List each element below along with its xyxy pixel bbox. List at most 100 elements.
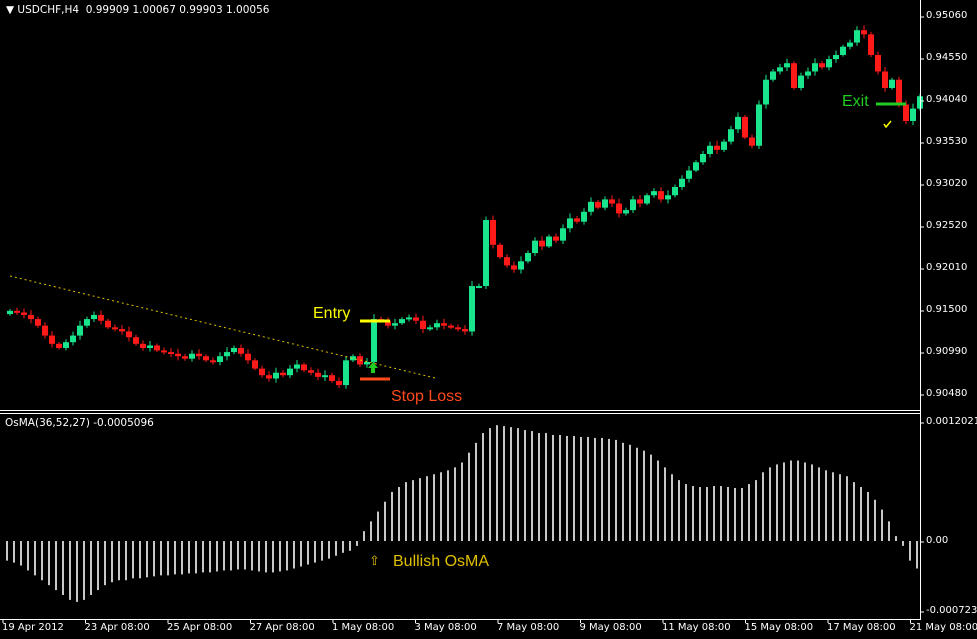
stop-loss-label: Stop Loss: [391, 388, 463, 405]
osma-bar: [447, 470, 449, 541]
candle-body: [84, 319, 90, 326]
candle: [560, 224, 566, 244]
osma-bar: [783, 462, 785, 541]
chart-header: ▼ USDCHF,H4 0.99909 1.00067 0.99903 1.00…: [6, 4, 269, 16]
candle-body: [532, 240, 538, 254]
candle: [189, 350, 195, 362]
osma-bar: [321, 540, 323, 561]
candle: [427, 324, 433, 332]
candle-body: [252, 360, 258, 369]
candle-body: [896, 79, 902, 105]
osma-bar: [132, 540, 134, 579]
candle: [686, 166, 692, 183]
price-tick-label: 0.91500: [926, 304, 968, 315]
osma-bar: [440, 472, 442, 541]
entry-label: Entry: [313, 305, 351, 322]
osma-bar: [601, 437, 603, 541]
osma-bar: [664, 467, 666, 541]
osma-bar: [468, 452, 470, 541]
candle-body: [224, 352, 230, 357]
candle-body: [504, 257, 510, 266]
candle: [21, 308, 27, 319]
osma-bar: [181, 540, 183, 575]
osma-bar: [454, 467, 456, 541]
osma-bar: [335, 540, 337, 556]
osma-bar: [174, 540, 176, 575]
candle: [301, 362, 307, 372]
osma-bar: [692, 486, 694, 541]
candle: [896, 76, 902, 107]
osma-bar: [216, 540, 218, 572]
candle-body: [455, 327, 461, 330]
candle: [637, 194, 643, 208]
candle: [28, 309, 34, 324]
osma-bar: [636, 447, 638, 541]
candle-body: [700, 154, 706, 163]
candle-body: [847, 42, 853, 47]
candle: [63, 339, 69, 351]
osma-bar: [34, 540, 36, 576]
osma-bar: [587, 436, 589, 541]
candle-body: [770, 71, 776, 80]
candle-body: [175, 353, 181, 357]
time-tick-label: 3 May 08:00: [414, 622, 477, 633]
candle: [70, 331, 76, 346]
osma-bar: [405, 482, 407, 541]
price-tick-label: 0.92520: [926, 220, 968, 231]
candle-body: [630, 199, 636, 211]
candle: [630, 195, 636, 214]
osma-bar: [685, 484, 687, 541]
symbol-timeframe: USDCHF,H4: [17, 4, 80, 16]
candle-body: [861, 30, 867, 35]
osma-bar: [475, 442, 477, 541]
candle: [406, 314, 412, 322]
candle: [259, 365, 265, 378]
osma-bar: [76, 540, 78, 602]
candle: [322, 370, 328, 381]
osma-bar: [720, 486, 722, 541]
candle: [280, 370, 286, 378]
candle: [455, 324, 461, 332]
candle-body: [889, 79, 895, 88]
candle: [595, 199, 601, 210]
candle-body: [609, 199, 615, 204]
osma-bar: [300, 540, 302, 567]
dropdown-triangle-icon[interactable]: ▼: [6, 4, 15, 16]
osma-bar: [741, 487, 743, 541]
osma-bar: [853, 482, 855, 541]
candle-body: [189, 353, 195, 359]
osma-bar: [111, 540, 113, 583]
osma-bar: [426, 476, 428, 541]
osma-bar: [657, 460, 659, 541]
candle: [413, 313, 419, 325]
candle-body: [574, 218, 580, 222]
candle-body: [112, 327, 118, 330]
candle: [679, 175, 685, 190]
candle-body: [644, 195, 650, 204]
osma-bar: [776, 464, 778, 541]
osma-bar: [790, 460, 792, 541]
candle: [875, 51, 881, 75]
candle: [245, 349, 251, 365]
price-tick-label: 0.90990: [926, 346, 968, 357]
candle: [567, 213, 573, 233]
osma-bar: [20, 540, 22, 566]
osma-bar: [832, 472, 834, 541]
candle: [749, 134, 755, 149]
osma-bar: [804, 462, 806, 541]
osma-bar: [874, 499, 876, 541]
candle-body: [658, 191, 664, 200]
candle-body: [560, 228, 566, 241]
candle-body: [826, 59, 832, 68]
price-tick-label: 0.95060: [926, 10, 968, 21]
price-tick-label: 0.94040: [926, 94, 968, 105]
candle: [707, 141, 713, 158]
candle: [14, 307, 20, 315]
candle: [98, 310, 104, 325]
candle-body: [154, 345, 160, 351]
candle-body: [693, 162, 699, 171]
osma-histogram: [6, 425, 918, 602]
candle-body: [140, 343, 146, 348]
candle-body: [182, 356, 188, 359]
